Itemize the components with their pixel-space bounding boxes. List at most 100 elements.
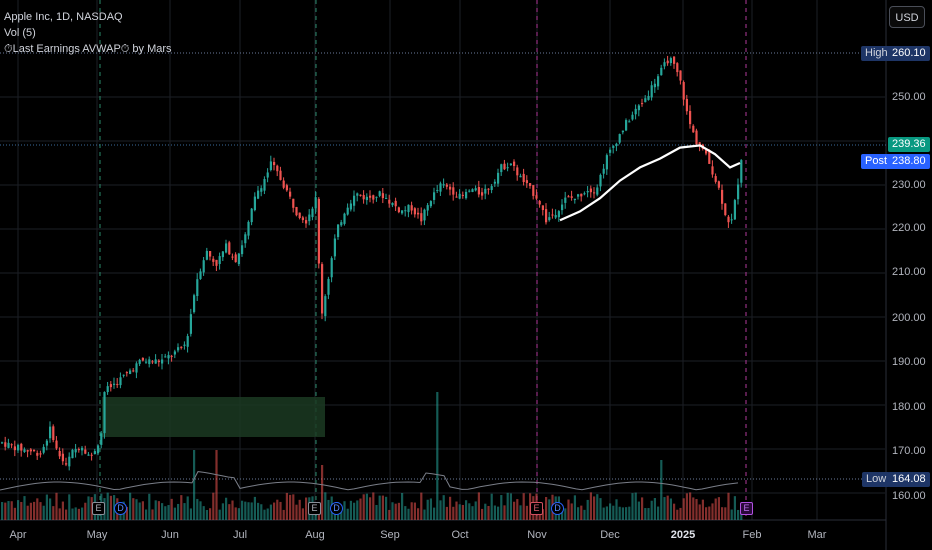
earnings-event-icon[interactable]: E bbox=[740, 502, 753, 515]
volume-bar bbox=[164, 506, 167, 520]
candle-body bbox=[644, 98, 647, 103]
earnings-event-icon[interactable]: E bbox=[92, 502, 105, 515]
earnings-event-icon[interactable]: E bbox=[308, 502, 321, 515]
volume-bar bbox=[666, 495, 669, 520]
candle-body bbox=[337, 224, 340, 238]
volume-bar bbox=[609, 503, 612, 520]
candle-body bbox=[298, 212, 301, 218]
candle-body bbox=[628, 121, 631, 123]
volume-bar bbox=[327, 499, 330, 520]
currency-button[interactable]: USD bbox=[889, 6, 925, 28]
candle-body bbox=[433, 192, 436, 200]
volume-bar bbox=[669, 498, 672, 520]
candle-body bbox=[273, 162, 276, 166]
volume-bar bbox=[90, 497, 93, 520]
volume-bar bbox=[145, 509, 148, 520]
candle-body bbox=[650, 85, 653, 98]
candle-body bbox=[685, 98, 688, 112]
candle-body bbox=[116, 384, 119, 386]
volume-bar bbox=[305, 497, 308, 520]
volume-bar bbox=[724, 507, 727, 520]
candle-body bbox=[285, 185, 288, 191]
volume-bar bbox=[580, 505, 583, 520]
volume-bar bbox=[407, 508, 410, 520]
candle-body bbox=[90, 454, 93, 456]
candle-body bbox=[599, 174, 602, 187]
time-tick: Feb bbox=[742, 529, 762, 541]
candle-body bbox=[308, 214, 311, 222]
candle-body bbox=[61, 453, 64, 462]
price-tick: 220.00 bbox=[892, 222, 926, 234]
candle-body bbox=[733, 200, 736, 220]
candle-body bbox=[503, 163, 506, 170]
volume-bar bbox=[401, 492, 404, 520]
volume-bar bbox=[657, 506, 660, 520]
candle-body bbox=[545, 209, 548, 223]
volume-bar bbox=[705, 507, 708, 520]
dividend-event-icon[interactable]: D bbox=[114, 502, 127, 515]
volume-bar bbox=[282, 509, 285, 520]
volume-bar bbox=[391, 502, 394, 520]
volume-bar bbox=[644, 508, 647, 520]
volume-bar bbox=[138, 502, 141, 520]
volume-bar bbox=[458, 504, 461, 520]
candle-body bbox=[17, 444, 20, 451]
dividend-event-icon[interactable]: D bbox=[330, 502, 343, 515]
candle-body bbox=[282, 180, 285, 188]
volume-bar bbox=[353, 502, 356, 520]
candle-body bbox=[84, 449, 87, 454]
volume-bar bbox=[631, 493, 634, 520]
candle-body bbox=[109, 384, 112, 388]
volume-bar bbox=[269, 504, 272, 520]
volume-bar bbox=[65, 509, 68, 520]
volume-bar bbox=[154, 500, 157, 520]
volume-bar bbox=[461, 504, 464, 520]
candle-body bbox=[189, 314, 192, 334]
volume-bar bbox=[484, 503, 487, 520]
earnings-event-icon[interactable]: E bbox=[530, 502, 543, 515]
volume-bar bbox=[141, 501, 144, 520]
volume-bar bbox=[477, 492, 480, 520]
volume-legend: Vol (5) bbox=[4, 27, 36, 39]
candle-body bbox=[7, 442, 10, 448]
candle-body bbox=[164, 356, 167, 358]
candle-body bbox=[442, 184, 445, 186]
volume-bar bbox=[612, 505, 615, 520]
candle-body bbox=[161, 359, 164, 364]
volume-bar bbox=[183, 503, 186, 520]
candle-body bbox=[612, 145, 615, 148]
candle-body bbox=[615, 143, 618, 147]
volume-bar bbox=[42, 505, 45, 520]
candle-body bbox=[388, 199, 391, 204]
candle-body bbox=[221, 251, 224, 258]
volume-bar bbox=[730, 509, 733, 520]
volume-bar bbox=[673, 503, 676, 520]
candle-body bbox=[673, 56, 676, 64]
candle-body bbox=[589, 188, 592, 193]
low-value-badge: 164.08 bbox=[888, 472, 930, 487]
candle-body bbox=[583, 193, 586, 195]
candle-body bbox=[676, 63, 679, 73]
volume-bar bbox=[199, 501, 202, 520]
candle-body bbox=[36, 452, 39, 456]
high-label-tag: High bbox=[861, 46, 892, 61]
candle-body bbox=[157, 360, 160, 363]
volume-bar bbox=[525, 505, 528, 520]
volume-bar bbox=[180, 495, 183, 520]
candle-body bbox=[23, 449, 26, 452]
volume-bar bbox=[215, 450, 218, 520]
candle-body bbox=[535, 195, 538, 199]
volume-bar bbox=[218, 509, 221, 520]
volume-bar bbox=[503, 505, 506, 520]
candle-body bbox=[58, 450, 61, 457]
high-value-badge: 260.10 bbox=[888, 46, 930, 61]
candle-body bbox=[551, 214, 554, 216]
candle-body bbox=[420, 213, 423, 222]
volume-bar bbox=[378, 495, 381, 520]
volume-bar bbox=[250, 502, 253, 520]
volume-bar bbox=[698, 504, 701, 520]
dividend-event-icon[interactable]: D bbox=[551, 502, 564, 515]
volume-bar bbox=[541, 509, 544, 520]
price-tick: 250.00 bbox=[892, 91, 926, 103]
